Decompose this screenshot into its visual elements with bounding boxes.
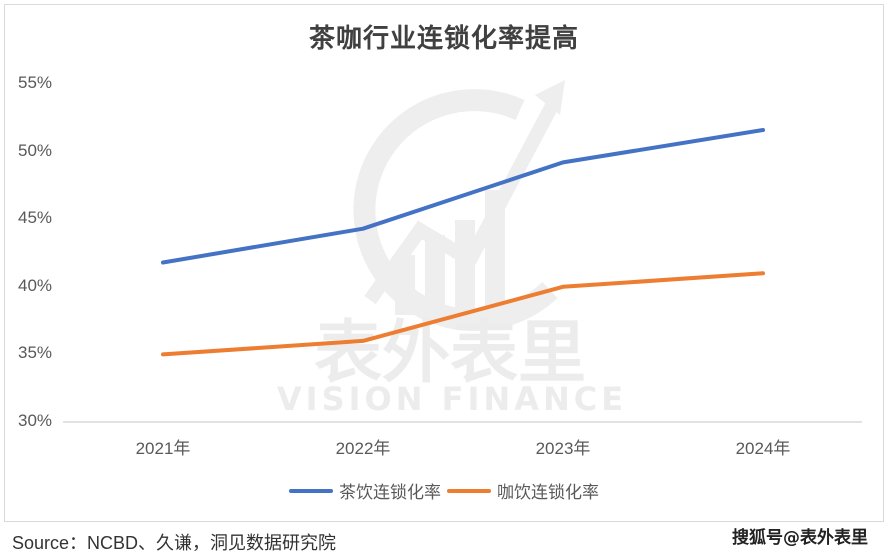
series-line-1 <box>161 271 765 357</box>
legend-item-0: 茶饮连锁化率 <box>289 478 441 503</box>
credit-watermark: 搜狐号@表外表里 <box>732 528 868 548</box>
x-tick-label: 2024年 <box>735 439 791 458</box>
y-tick-label: 35% <box>18 343 53 363</box>
y-tick-label: 40% <box>18 275 53 295</box>
x-tick-label: 2022年 <box>335 439 391 458</box>
legend: 茶饮连锁化率 咖饮连锁化率 <box>0 478 888 503</box>
legend-line-icon <box>447 488 491 493</box>
y-tick-label: 30% <box>18 411 53 430</box>
series-layer <box>161 128 765 357</box>
y-tick-label: 55% <box>18 73 53 92</box>
y-tick-label: 45% <box>18 208 53 228</box>
watermark-logo-icon <box>353 80 565 332</box>
watermark-en: VISION FINANCE <box>277 380 627 418</box>
legend-label: 茶饮连锁化率 <box>339 483 441 503</box>
legend-label: 咖饮连锁化率 <box>497 483 599 503</box>
x-tick-label: 2021年 <box>135 439 191 458</box>
chart-title: 茶咖行业连锁化率提高 <box>308 24 579 54</box>
legend-line-icon <box>289 488 333 493</box>
series-line-0 <box>161 128 765 265</box>
legend-item-1: 咖饮连锁化率 <box>447 478 599 503</box>
y-tick-label: 50% <box>18 140 53 160</box>
watermark-cn: 表外表里 <box>314 314 586 393</box>
source-note: Source：NCBD、久谦，洞见数据研究院 <box>12 533 337 553</box>
x-tick-label: 2023年 <box>535 439 591 458</box>
